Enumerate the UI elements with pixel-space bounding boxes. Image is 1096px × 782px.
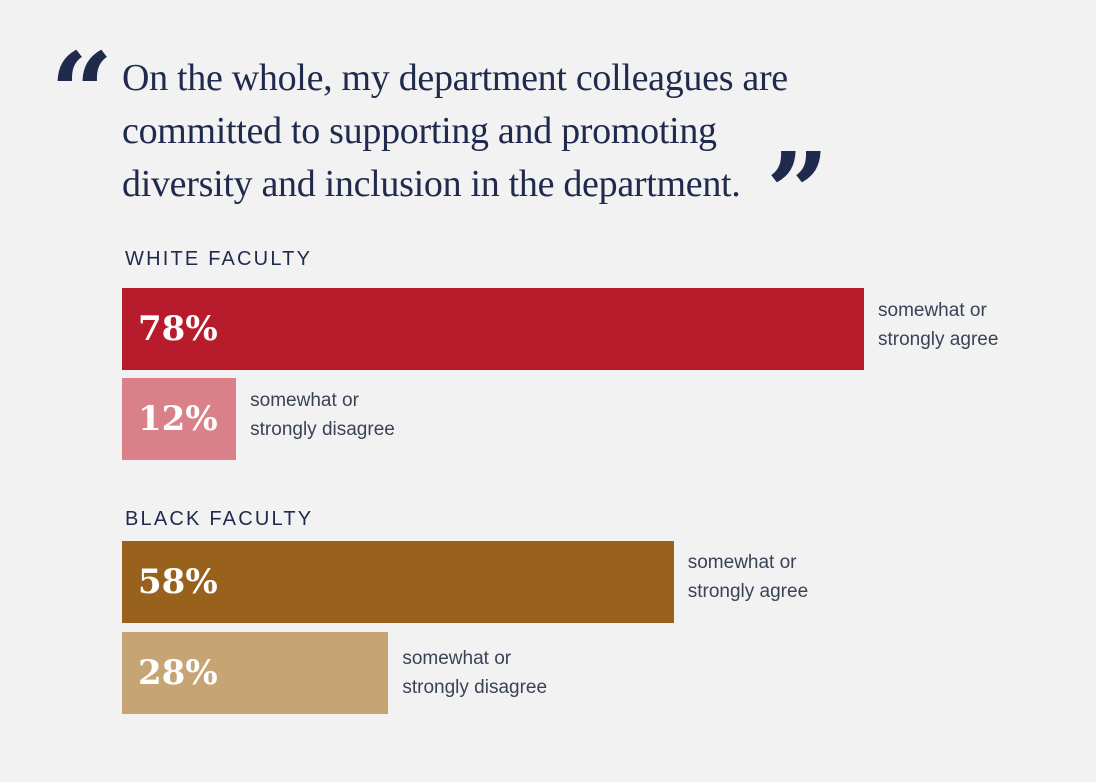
close-quote-icon: ” <box>766 128 829 257</box>
caption-line-2: strongly disagree <box>402 677 548 698</box>
group-label-black-faculty: BLACK FACULTY <box>125 508 314 530</box>
bar-value-label: 28% <box>138 653 218 693</box>
group-label-white-faculty: WHITE FACULTY <box>125 248 313 270</box>
caption-line-1: somewhat or <box>402 648 512 669</box>
bar-white-agree: 78% <box>122 288 864 370</box>
caption-line-2: strongly disagree <box>250 419 395 440</box>
open-quote-icon: “ <box>50 28 113 157</box>
bar-white-disagree: 12% <box>122 378 237 460</box>
bar-caption-black-agree: somewhat or strongly agree <box>688 548 808 606</box>
bar-caption-white-agree: somewhat or strongly agree <box>878 296 998 354</box>
bar-black-agree: 58% <box>122 541 674 623</box>
caption-line-2: strongly agree <box>687 581 809 602</box>
caption-line-1: somewhat or <box>687 552 797 573</box>
bar-black-disagree: 28% <box>122 632 389 714</box>
caption-line-1: somewhat or <box>878 300 987 321</box>
quote-text: On the whole, my department colleagues a… <box>122 57 788 205</box>
caption-line-2: strongly agree <box>878 329 999 350</box>
caption-line-1: somewhat or <box>250 390 359 411</box>
bar-value-label: 58% <box>138 562 218 602</box>
bar-value-label: 12% <box>138 399 218 439</box>
bar-caption-white-disagree: somewhat or strongly disagree <box>250 386 395 444</box>
bar-caption-black-disagree: somewhat or strongly disagree <box>402 644 547 702</box>
bar-value-label: 78% <box>138 309 218 349</box>
